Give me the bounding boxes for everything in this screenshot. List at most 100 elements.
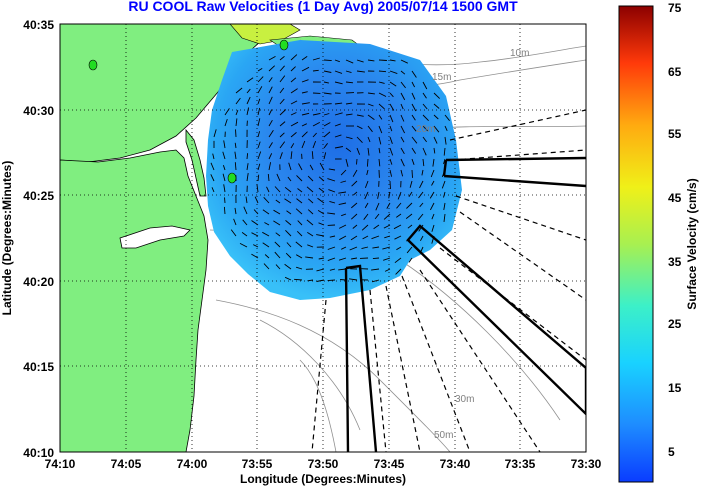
velocity-arrow [257,98,261,105]
velocity-arrow [378,114,383,120]
velocity-arrow [327,279,336,282]
velocity-arrow [394,235,402,240]
velocity-arrow [235,97,241,105]
velocity-arrow [334,123,341,127]
velocity-arrow [377,191,380,199]
velocity-arrow [268,109,273,116]
velocity-arrow [268,119,273,127]
velocity-arrow [267,173,270,182]
velocity-arrow [222,173,226,182]
velocity-arrow [222,151,226,160]
velocity-arrow [298,163,303,171]
velocity-arrow [279,87,285,94]
velocity-arrow [224,197,226,204]
colorbar-tick: 5 [668,445,675,459]
velocity-arrow [223,140,226,149]
coverage-boxes [344,156,586,452]
velocity-arrow [383,257,391,261]
velocity-arrow [212,153,215,160]
x-tick-label: 74:00 [177,457,208,471]
velocity-arrow [444,125,448,131]
velocity-arrow [264,254,270,259]
velocity-arrow [275,232,281,237]
velocity-arrow [334,81,343,85]
velocity-arrow [274,241,281,248]
velocity-arrow [345,147,352,153]
velocity-arrow [312,112,321,116]
velocity-arrow [213,129,217,138]
velocity-arrow [284,198,292,204]
velocity-arrow [417,213,424,221]
velocity-arrow [386,202,391,209]
velocity-arrow [279,109,287,116]
velocity-arrow [338,202,347,206]
velocity-arrow [356,136,363,144]
velocity-arrow [419,180,424,189]
velocity-arrow [327,246,336,250]
velocity-arrow [389,169,393,177]
radial-lines [311,109,586,452]
velocity-arrow [290,143,295,149]
depth-label: 50m [434,430,453,441]
velocity-arrow [306,186,314,193]
velocity-arrow [389,136,393,144]
velocity-arrow [246,107,250,116]
velocity-arrow [400,125,406,134]
velocity-arrow [364,180,369,189]
velocity-arrow [288,162,292,171]
velocity-arrow [262,209,270,215]
velocity-arrow [367,92,375,95]
velocity-arrow [372,257,380,260]
plot-frame [59,23,587,453]
velocity-arrow [296,230,303,237]
velocity-arrow [352,191,358,196]
velocity-arrow [273,220,281,226]
velocity-arrow [268,86,273,94]
velocity-arrow [235,118,238,127]
land-new-jersey [60,149,209,452]
velocity-arrow [323,143,328,149]
velocity-arrow [389,180,391,190]
velocity-arrow [389,158,393,165]
y-tick-label: 40:10 [23,446,54,460]
velocity-arrow [408,257,413,263]
velocity-arrow [264,222,270,226]
velocity-arrow [234,162,237,171]
velocity-arrow [411,114,416,121]
velocity-arrow [318,187,325,193]
velocity-arrow [284,276,292,281]
velocity-arrow [285,252,292,259]
x-axis-label: Longitude (Degrees:Minutes) [240,472,406,486]
velocity-arrow [388,191,391,199]
velocity-arrow [323,152,327,160]
velocity-arrow [396,202,402,209]
velocity-arrow [420,235,424,242]
velocity-arrow [389,147,394,156]
velocity-arrow [338,268,347,271]
velocity-arrow [378,147,381,154]
velocity-arrow [389,59,396,62]
velocity-arrow [345,81,354,84]
velocity-arrow [279,55,285,61]
velocity-arrow [316,268,325,272]
velocity-arrow [334,59,340,63]
velocity-arrow [389,92,394,98]
velocity-arrow [275,199,281,204]
velocity-arrow [290,77,297,83]
velocity-arrow [327,178,336,182]
colorbar-tick: 75 [668,1,682,15]
velocity-arrow [235,129,237,138]
velocity-arrow [356,70,365,73]
velocity-arrow [327,212,336,215]
velocity-arrow [323,59,332,62]
velocity-arrow [295,266,303,270]
velocity-arrow [338,191,347,194]
velocity-arrow [301,79,309,83]
velocity-arrow [223,184,226,193]
velocity-arrow [374,213,380,220]
velocity-arrow [422,125,429,132]
velocity-arrow [276,173,281,182]
velocity-arrow [233,218,237,226]
x-tick-label: 73:50 [308,457,339,471]
velocity-arrow [210,174,215,182]
